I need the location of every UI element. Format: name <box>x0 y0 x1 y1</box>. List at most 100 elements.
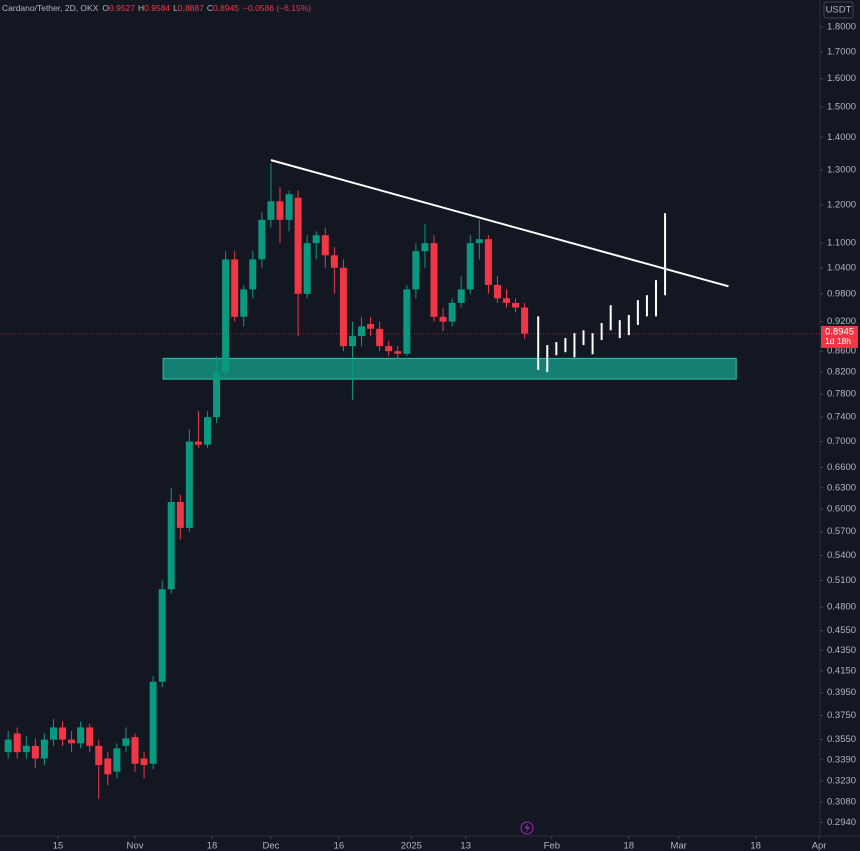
x-tick-label: Feb <box>544 841 560 851</box>
candle-body <box>512 302 520 308</box>
candle-body <box>240 289 248 317</box>
y-tick-label: 1.3000 <box>827 164 856 175</box>
candle-body <box>312 235 320 244</box>
x-tick-label: 15 <box>53 841 64 851</box>
x-tick-label: 18 <box>750 841 761 851</box>
candle-body <box>403 289 411 354</box>
y-tick-label: 0.3950 <box>827 687 856 698</box>
y-tick-label: 1.7000 <box>827 47 856 58</box>
candle-body <box>294 197 302 294</box>
candle-body <box>493 284 501 299</box>
x-tick-label: 2025 <box>401 841 422 851</box>
support-zone <box>162 357 737 380</box>
candle-body <box>149 681 157 764</box>
x-tick-label: 13 <box>460 841 471 851</box>
candle-body <box>131 737 139 764</box>
ohlc-value: 0.8887 <box>178 3 204 13</box>
y-tick-label: 0.3390 <box>827 754 856 765</box>
y-tick-label: 0.3750 <box>827 710 856 721</box>
axes: 1.8000 1.7000 1.6000 1.5000 1.4000 1.3000 1.20… <box>53 21 858 851</box>
candle-body <box>339 267 347 347</box>
ohlc-key: H <box>138 3 144 13</box>
last-price-label: 0.8945 <box>825 326 854 337</box>
x-tick-label: 18 <box>624 841 635 851</box>
candle-body <box>348 336 356 347</box>
currency-box <box>823 1 854 19</box>
ohlc-value: 0.9527 <box>109 3 135 13</box>
candle-body <box>385 346 393 352</box>
candle-body <box>176 501 184 528</box>
y-tick-label: 0.3080 <box>827 796 856 807</box>
candle-body <box>502 298 510 303</box>
candle-body <box>321 235 329 256</box>
candle-body <box>113 748 121 772</box>
x-tick-label: Nov <box>127 841 144 851</box>
candle-body <box>4 739 12 753</box>
candle-body <box>258 219 266 260</box>
candle-body <box>448 302 456 322</box>
candle-body <box>475 239 483 244</box>
y-tick-label: 0.5100 <box>827 575 856 586</box>
candle-body <box>484 239 492 285</box>
candle-body <box>203 417 211 445</box>
candle-body <box>140 758 148 766</box>
candle-body <box>358 326 366 337</box>
candle-body <box>330 255 338 268</box>
candle-body <box>231 259 239 317</box>
y-tick-label: 1.2000 <box>827 199 856 210</box>
candle-body <box>185 441 193 528</box>
candle-body <box>249 259 257 290</box>
y-tick-label: 1.1000 <box>827 238 856 249</box>
candle-body <box>167 501 175 590</box>
candle-body <box>222 259 230 373</box>
y-tick-label: 0.7800 <box>827 389 856 400</box>
ohlc-key: L <box>173 3 178 13</box>
candle-body <box>394 351 402 354</box>
header: Cardano/Tether, 2D, OKX O0.9527 H0.9584 L0.… <box>2 3 311 13</box>
y-tick-label: 0.4550 <box>827 625 856 636</box>
candle-body <box>122 738 130 746</box>
candle-body <box>376 328 384 347</box>
x-tick-label: 18 <box>207 841 218 851</box>
candle-body <box>439 316 447 322</box>
y-tick-label: 1.4000 <box>827 132 856 143</box>
candle-body <box>367 323 375 329</box>
y-tick-label: 0.9200 <box>827 316 856 327</box>
y-tick-label: 0.4800 <box>827 602 856 613</box>
replay-bolt <box>524 823 530 833</box>
y-tick-label: 0.2940 <box>827 817 856 828</box>
y-tick-label: 0.3550 <box>827 734 856 745</box>
candle-body <box>457 289 465 303</box>
y-tick-label: 0.6300 <box>827 482 856 493</box>
candle-body <box>421 243 429 252</box>
candle-body <box>13 733 21 753</box>
y-tick-label: 1.6000 <box>827 73 856 84</box>
candle-body <box>430 243 438 317</box>
header-title: Cardano/Tether, 2D, OKX <box>2 3 99 13</box>
candle-body <box>285 194 293 220</box>
candle-body <box>276 201 284 220</box>
last-price-box <box>821 325 858 348</box>
candle-body <box>521 307 529 334</box>
candle-body <box>412 251 420 290</box>
ohlc-value: 0.8945 <box>213 3 239 13</box>
x-tick-label: Dec <box>262 841 279 851</box>
y-tick-label: 1.0400 <box>827 262 856 273</box>
x-tick-label: Mar <box>670 841 686 851</box>
ohlc-value: 0.9584 <box>144 3 170 13</box>
replay-icon[interactable] <box>520 821 534 835</box>
candle-body <box>40 739 48 759</box>
candle-body <box>466 243 474 290</box>
trendline <box>270 159 729 288</box>
y-tick-label: 0.4150 <box>827 666 856 677</box>
candle-body <box>158 589 166 682</box>
y-tick-label: 0.5400 <box>827 550 856 561</box>
candle-body <box>267 201 275 220</box>
y-tick-label: 0.5700 <box>827 526 856 537</box>
candle-body <box>213 372 221 418</box>
ohlc-key: C <box>207 3 213 13</box>
candle-body <box>68 739 76 744</box>
y-tick-label: 0.4350 <box>827 645 856 656</box>
currency: USDT <box>826 5 852 16</box>
